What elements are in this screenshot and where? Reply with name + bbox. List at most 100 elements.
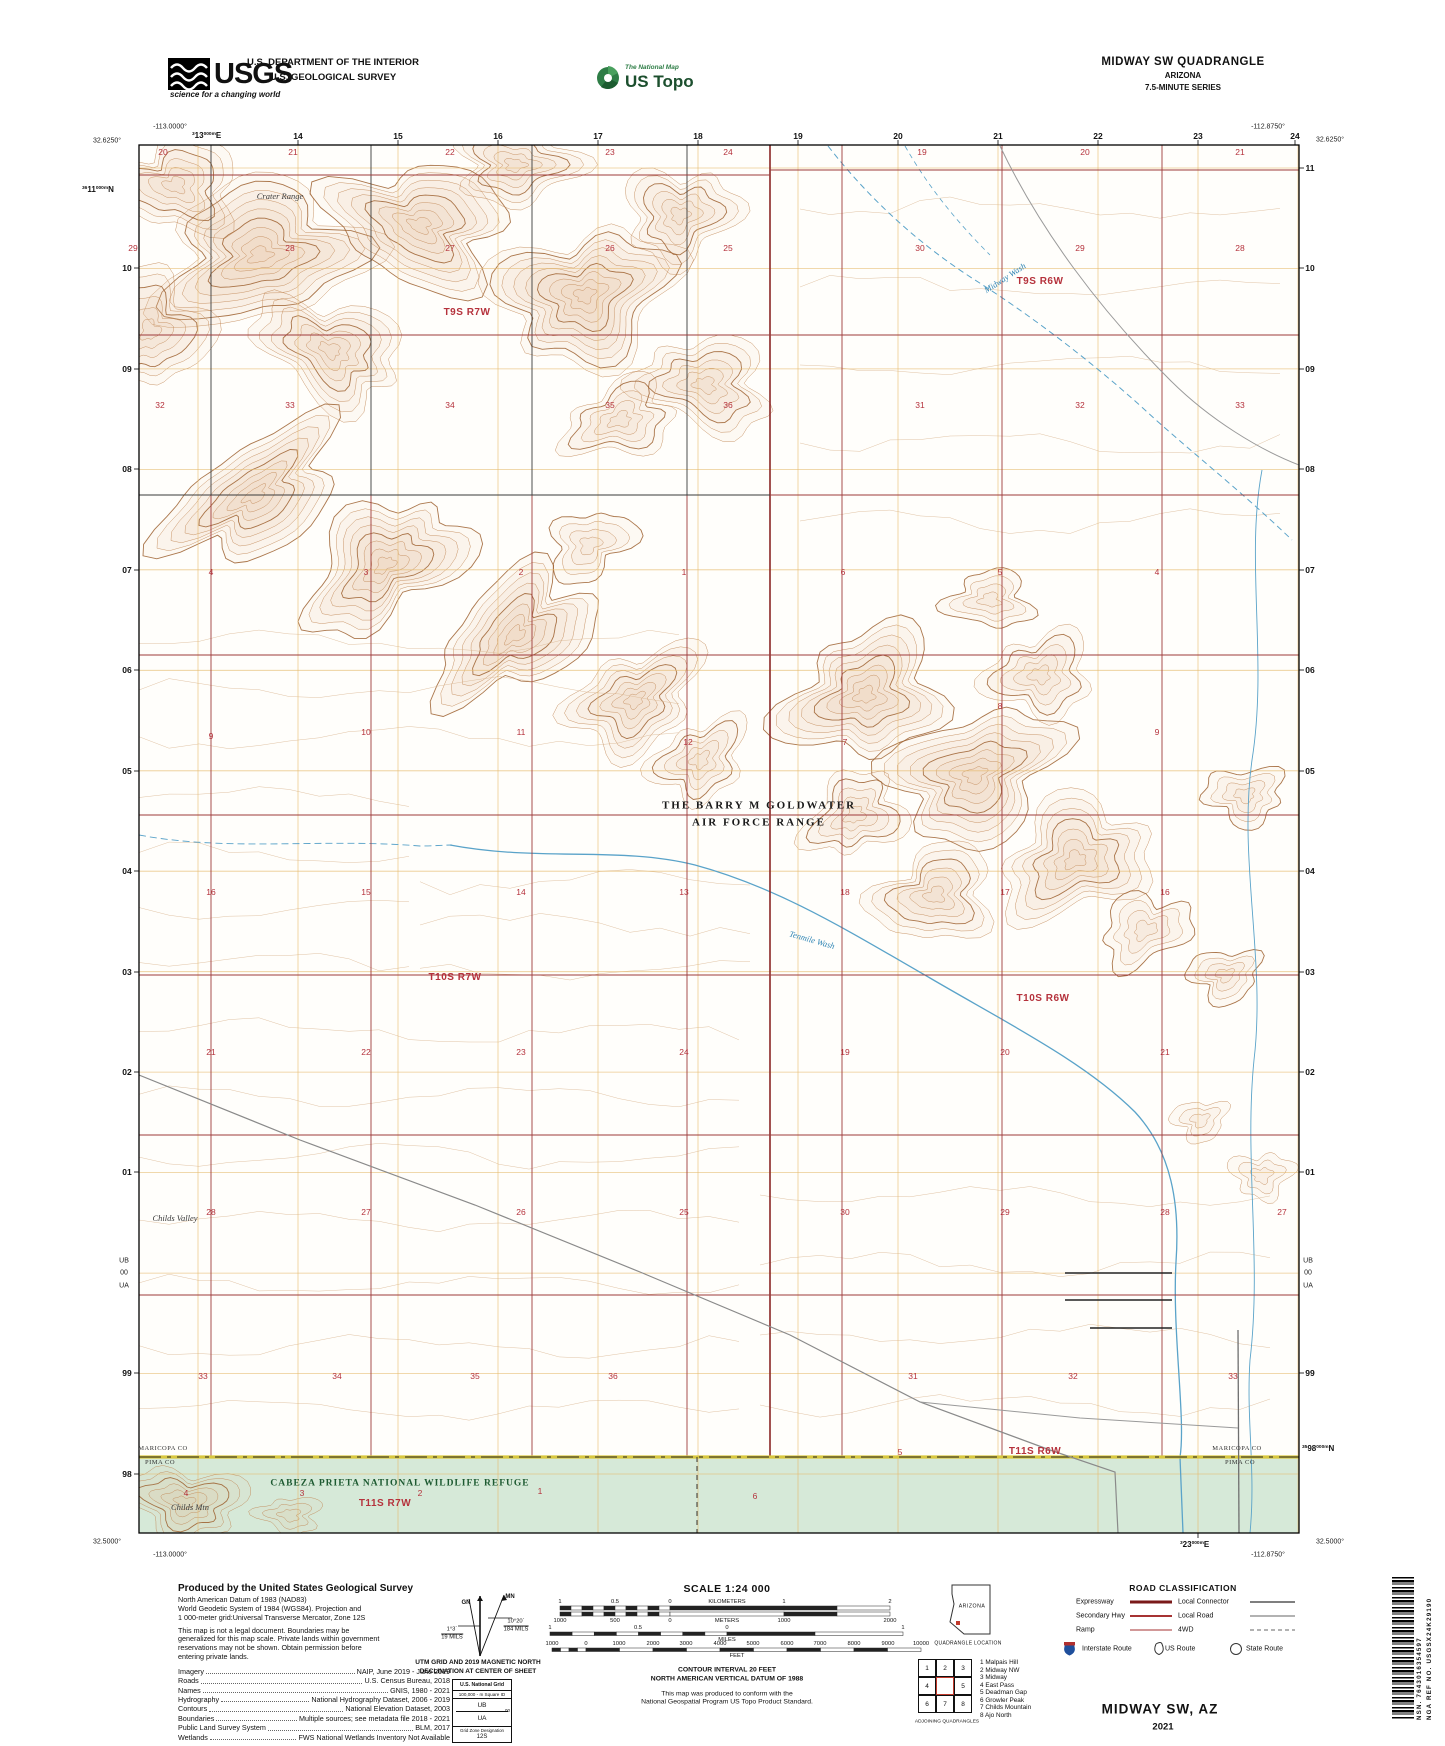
- credit-row: Public Land Survey System BLM, 2017: [178, 1723, 450, 1732]
- credit-value: National Hydrography Dataset, 2006 - 201…: [311, 1695, 450, 1705]
- svg-text:2: 2: [888, 1599, 891, 1605]
- svg-text:FEET: FEET: [730, 1653, 745, 1659]
- usng-divider: 00: [456, 1708, 510, 1713]
- dept-line1: U.S. DEPARTMENT OF THE INTERIOR: [247, 57, 419, 68]
- credit-leader: [209, 1738, 297, 1740]
- svg-text:KILOMETERS: KILOMETERS: [708, 1599, 745, 1605]
- quad-location-marker: [956, 1621, 960, 1625]
- adjoining-quad-name: 8 Ajo North: [980, 1711, 1012, 1719]
- svg-text:1: 1: [558, 1599, 561, 1605]
- datum-line: 1 000-meter grid:Universal Transverse Me…: [178, 1612, 366, 1622]
- credit-row: Wetlands FWS National Wetlands Inventory …: [178, 1733, 450, 1742]
- credit-key: Public Land Survey System: [178, 1723, 266, 1733]
- quad-state: ARIZONA: [1164, 71, 1202, 80]
- credit-value: National Elevation Dataset, 2003: [345, 1704, 450, 1714]
- legal-line: reservations may not be shown. Obtain pe…: [178, 1643, 362, 1653]
- gn-declination-value: 1°3´ 19 MILS: [441, 1626, 463, 1641]
- adjoining-quad-name: 4 East Pass: [980, 1681, 1015, 1689]
- grid-north-label: GN: [461, 1600, 471, 1606]
- nga-ref-number: NGA REF NO. USGSX24K29190: [1426, 1597, 1433, 1720]
- svg-text:2000: 2000: [884, 1618, 897, 1624]
- usgs-wave-icon: [168, 58, 210, 91]
- adjoining-cell: 3: [954, 1659, 972, 1677]
- credit-key: Wetlands: [178, 1732, 208, 1742]
- produced-by-block: Produced by the United States Geological…: [178, 1583, 450, 1742]
- conform-note-1: This map was produced to conform with th…: [661, 1690, 793, 1698]
- svg-text:1: 1: [901, 1625, 904, 1631]
- credit-leader: [216, 1720, 297, 1722]
- svg-text:500: 500: [610, 1618, 620, 1624]
- svg-text:3000: 3000: [680, 1641, 693, 1647]
- svg-text:1000: 1000: [778, 1618, 791, 1624]
- magnetic-north-label: MN: [505, 1594, 515, 1600]
- credit-key: Imagery: [178, 1667, 204, 1677]
- svg-text:1: 1: [548, 1625, 551, 1631]
- dept-line2: U.S. GEOLOGICAL SURVEY: [269, 72, 397, 84]
- svg-text:9000: 9000: [882, 1641, 895, 1647]
- arizona-outline: [949, 1584, 991, 1635]
- adjoining-names: 1 Malpais Hill 2 Midway NW 3 Midway 4 East …: [980, 1659, 1031, 1719]
- adjoining-caption: ADJOINING QUADRANGLES: [914, 1719, 980, 1725]
- svg-text:7000: 7000: [814, 1641, 827, 1647]
- credit-row: Names GNIS, 1980 - 2021: [178, 1686, 450, 1695]
- credit-key: Roads: [178, 1676, 199, 1686]
- national-map-label: The National Map: [625, 64, 679, 71]
- svg-text:4000: 4000: [714, 1641, 727, 1647]
- usng-box: U.S. National Grid 100,000 - m Square ID…: [452, 1679, 512, 1743]
- usng-sub: 100,000 - m Square ID: [453, 1691, 511, 1699]
- credit-row: Contours National Elevation Dataset, 2003: [178, 1704, 450, 1713]
- svg-text:0.5: 0.5: [634, 1625, 642, 1631]
- credit-row: Imagery NAIP, June 2019 - June 2019: [178, 1667, 450, 1676]
- adjoining-cell: 2: [936, 1659, 954, 1677]
- ustopo-circle-icon: [597, 66, 619, 89]
- datum-line: World Geodetic System of 1984 (WGS84). P…: [178, 1603, 362, 1613]
- legal-line: This map is not a legal document. Bounda…: [178, 1625, 350, 1635]
- credit-key: Contours: [178, 1704, 208, 1714]
- scale-title: SCALE 1:24 000: [683, 1582, 771, 1595]
- nsn-number: NSN. 7643016354597: [1416, 1637, 1423, 1720]
- legal-paragraph: This map is not a legal document. Bounda…: [178, 1625, 450, 1662]
- mn-declination-value: 10°20´ 184 MILS: [503, 1618, 529, 1633]
- credit-value: U.S. Census Bureau, 2018: [364, 1676, 450, 1686]
- credit-value: GNIS, 1980 - 2021: [390, 1685, 450, 1695]
- sheet-title: MIDWAY SW, AZ: [1101, 1701, 1219, 1717]
- credit-leader: [267, 1729, 414, 1731]
- adjoining-quad-name: 2 Midway NW: [980, 1666, 1020, 1674]
- datum-line: North American Datum of 1983 (NAD83): [178, 1595, 307, 1604]
- svg-text:8000: 8000: [848, 1641, 861, 1647]
- svg-text:1000: 1000: [613, 1641, 626, 1647]
- decl-note-2: DECLINATION AT CENTER OF SHEET: [419, 1667, 537, 1675]
- adjoining-quad-name: 5 Deadman Gap: [980, 1689, 1027, 1697]
- svg-text:1000: 1000: [546, 1641, 559, 1647]
- credits-list: Imagery NAIP, June 2019 - June 2019 Roads U…: [178, 1667, 450, 1742]
- datum-paragraph: North American Datum of 1983 (NAD83) Worl…: [178, 1595, 450, 1623]
- svg-text:0.5: 0.5: [611, 1599, 619, 1605]
- usng-gz-label: Grid Zone Designation: [453, 1726, 511, 1733]
- barcode: [1392, 1577, 1414, 1720]
- sheet-year: 2021: [1152, 1721, 1174, 1733]
- svg-text:MILES: MILES: [718, 1637, 736, 1643]
- vertical-datum: NORTH AMERICAN VERTICAL DATUM OF 1988: [650, 1675, 804, 1683]
- credit-key: Names: [178, 1685, 201, 1695]
- declination-diagram: [458, 1594, 512, 1657]
- adjoining-cell: 1: [918, 1659, 936, 1677]
- contour-interval: CONTOUR INTERVAL 20 FEET: [677, 1666, 777, 1674]
- ustopo-label: US Topo: [625, 72, 694, 91]
- svg-text:1: 1: [782, 1599, 785, 1605]
- credit-leader: [202, 1692, 389, 1694]
- svg-text:2000: 2000: [647, 1641, 660, 1647]
- adjoining-cell: 4: [918, 1677, 936, 1695]
- quad-name: MIDWAY SW QUADRANGLE: [1101, 56, 1265, 68]
- road-class-title: ROAD CLASSIFICATION: [1129, 1582, 1237, 1593]
- credit-value: FWS National Wetlands Inventory Not Avai…: [298, 1732, 450, 1742]
- conform-note-2: National Geospatial Program US Topo Prod…: [641, 1698, 813, 1706]
- credit-value: NAIP, June 2019 - June 2019: [356, 1667, 450, 1677]
- svg-text:0: 0: [668, 1599, 671, 1605]
- legal-line: generalized for this map scale. Private …: [178, 1634, 380, 1644]
- svg-text:5000: 5000: [747, 1641, 760, 1647]
- adjoining-quad-name: 6 Growler Peak: [980, 1696, 1025, 1704]
- credit-leader: [209, 1710, 344, 1712]
- adjoining-cell: 7: [936, 1695, 954, 1713]
